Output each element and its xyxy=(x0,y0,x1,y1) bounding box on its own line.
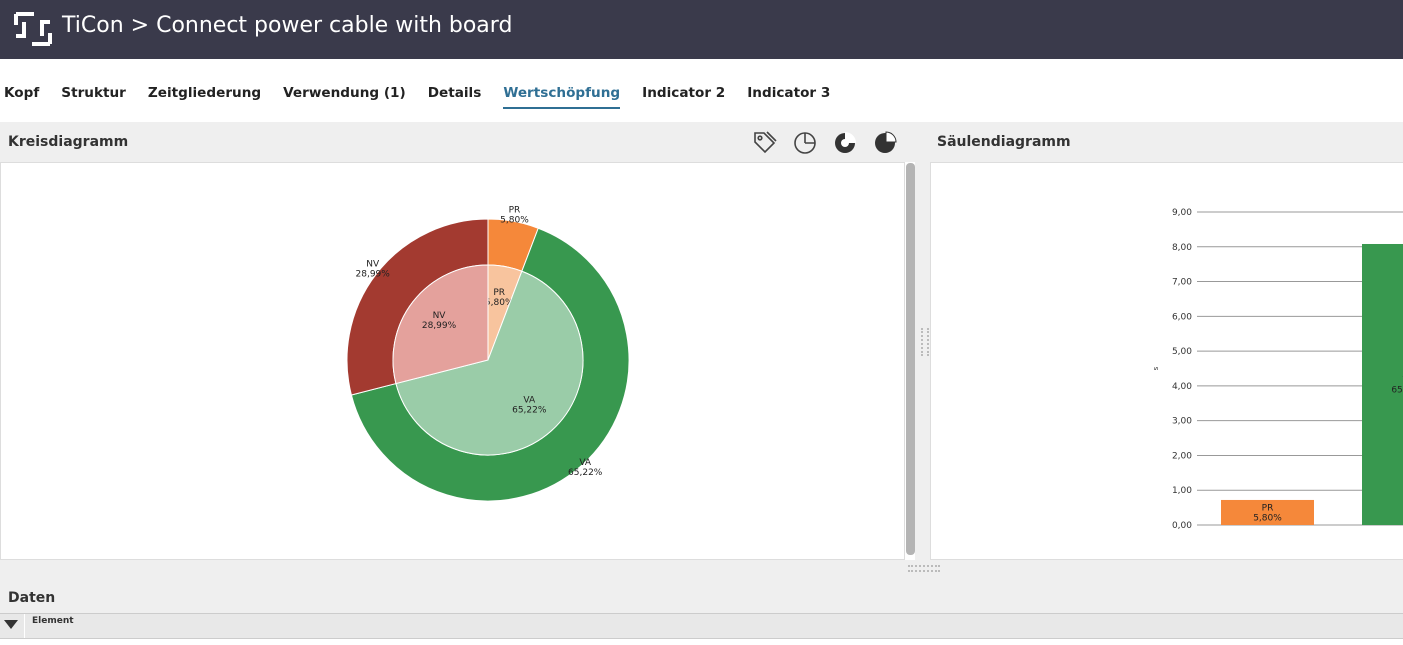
header: TiCon > Connect power cable with board xyxy=(0,0,1403,59)
scrollbar[interactable] xyxy=(906,163,915,555)
y-axis-label: s xyxy=(1152,366,1160,370)
y-tick-label: 9,00 xyxy=(1172,208,1192,218)
y-tick-label: 6,00 xyxy=(1172,312,1192,322)
expand-icon[interactable] xyxy=(4,620,18,630)
section-title: Daten xyxy=(8,590,56,606)
title: TiCon > Connect power cable with board xyxy=(62,13,512,38)
segment-value: 65,22% xyxy=(512,405,547,415)
splitter-grip xyxy=(921,328,929,356)
y-tick-label: 1,00 xyxy=(1172,486,1192,496)
splitter-grip xyxy=(908,565,940,572)
segment-label: VA xyxy=(523,395,536,405)
page-title: Connect power cable with board xyxy=(156,13,513,38)
tab[interactable]: Wertschöpfung xyxy=(503,79,621,109)
bar-label: 5,80% xyxy=(1253,513,1282,523)
y-tick-label: 4,00 xyxy=(1172,382,1192,392)
tab[interactable]: Struktur xyxy=(61,84,126,101)
data-header: Daten xyxy=(0,560,1403,613)
bar xyxy=(1221,499,1314,525)
label-icon[interactable] xyxy=(754,131,777,154)
divider xyxy=(24,614,25,638)
tab[interactable]: Kopf xyxy=(4,84,40,101)
pie-segment xyxy=(395,270,584,456)
bar-category: PR xyxy=(1262,503,1274,513)
donut-icon[interactable] xyxy=(835,132,856,153)
tab[interactable]: Verwendung (1) xyxy=(283,84,406,101)
bar-chart: 0,00 1,00 2,00 3,00 4,00 5,00 6,00 7,00 8,00 9,00… xyxy=(1152,208,1403,531)
segment-label: NV xyxy=(366,259,380,269)
panel-header: Kreisdiagramm xyxy=(0,122,929,162)
panel-title: Säulendiagramm xyxy=(937,134,1071,150)
panel-header: Säulendiagramm xyxy=(929,122,1403,162)
segment-label: PR xyxy=(509,205,521,215)
y-tick-label: 5,00 xyxy=(1172,347,1192,357)
segment-value: 5,80% xyxy=(500,215,529,225)
segment-value: 28,99% xyxy=(422,321,457,331)
y-tick-label: 8,00 xyxy=(1172,243,1192,253)
separator: > xyxy=(130,13,150,38)
bar-label: 65,22% xyxy=(1391,385,1403,395)
pie-panel xyxy=(0,162,905,560)
y-tick-label: 2,00 xyxy=(1172,451,1192,461)
app-name: TiCon xyxy=(62,13,124,38)
pie-chart: PR5,80%VA65,22%NV28,99%PR5,80%VA65,22%NV… xyxy=(346,205,630,502)
table-header: Element xyxy=(0,613,1403,639)
logo xyxy=(14,12,52,46)
full-pie-icon[interactable] xyxy=(875,131,897,153)
segment-label: PR xyxy=(493,288,505,298)
y-tick-label: 3,00 xyxy=(1172,417,1192,427)
tab[interactable]: Indicator 2 xyxy=(642,84,726,101)
bar xyxy=(1362,243,1403,525)
y-tick-label: 0,00 xyxy=(1172,521,1192,531)
column-header: Element xyxy=(32,616,74,626)
splitter[interactable] xyxy=(915,162,930,560)
tab[interactable]: Details xyxy=(427,84,482,101)
segment-value: 28,99% xyxy=(356,269,391,279)
y-tick-label: 7,00 xyxy=(1172,278,1192,288)
tab[interactable]: Zeitgliederung xyxy=(147,84,262,101)
tab-bar: Kopf Struktur Zeitgliederung Verwendung (1)… xyxy=(4,59,830,122)
segment-value: 65,22% xyxy=(568,468,603,478)
segment-value: 5,80% xyxy=(485,298,514,308)
panel-title: Kreisdiagramm xyxy=(8,134,129,150)
toolbar xyxy=(754,131,897,154)
segment-label: VA xyxy=(579,458,592,468)
pie-icon[interactable] xyxy=(794,132,816,154)
segment-label: NV xyxy=(433,311,447,321)
bar-panel xyxy=(930,162,1403,560)
tab[interactable]: Indicator 3 xyxy=(747,84,831,101)
pie-segment xyxy=(392,264,489,385)
